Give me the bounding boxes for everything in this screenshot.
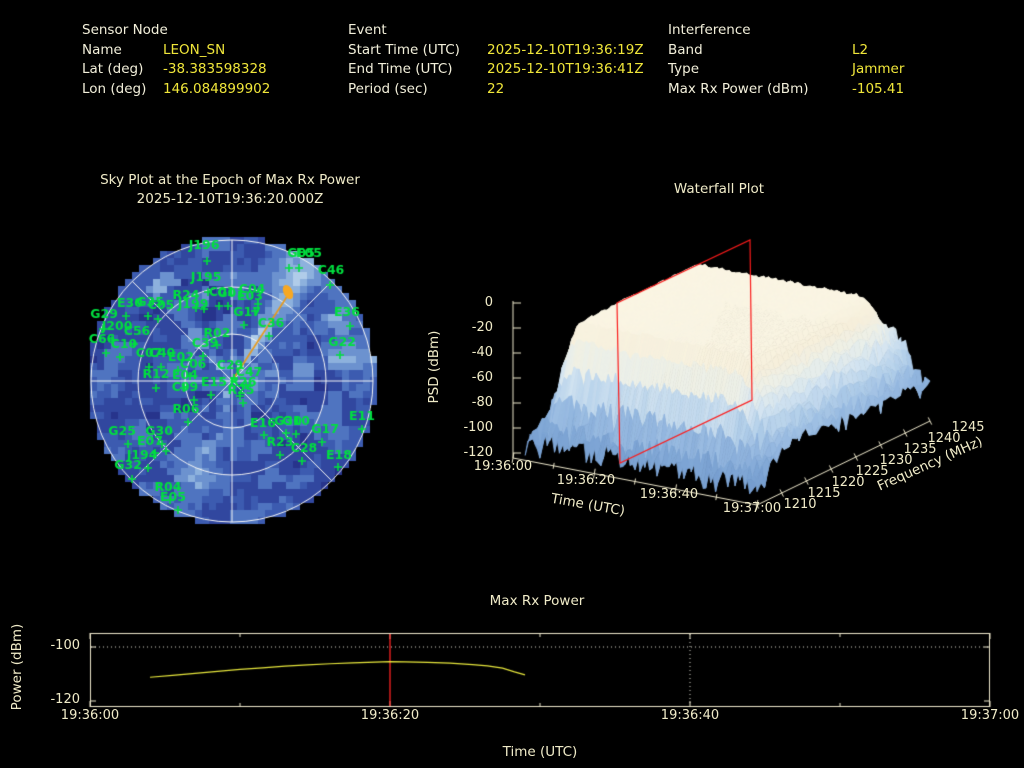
sky-plot-canvas: [55, 230, 395, 530]
event-end-label: End Time (UTC): [348, 61, 453, 77]
sensor-name-row: Name LEON_SN: [82, 41, 270, 61]
interference-block: Interference Band L2 Type Jammer Max Rx Po…: [668, 21, 904, 99]
interference-band-row: Band L2: [668, 41, 904, 61]
event-block: Event Start Time (UTC) 2025-12-10T19:36:1…: [348, 21, 644, 99]
sensor-node-block: Sensor Node Name LEON_SN Lat (deg) -38.383…: [82, 21, 270, 99]
event-title: Event: [348, 22, 387, 38]
interference-type-value: Jammer: [852, 61, 905, 77]
power-x-axis-label: Time (UTC): [502, 744, 578, 760]
sensor-lon-row: Lon (deg) 146.084899902: [82, 80, 270, 100]
sensor-lon-label: Lon (deg): [82, 80, 147, 97]
event-end-row: End Time (UTC) 2025-12-10T19:36:41Z: [348, 60, 644, 80]
sensor-lon-value: 146.084899902: [163, 80, 271, 97]
interference-power-row: Max Rx Power (dBm) -105.41: [668, 80, 904, 100]
sensor-name-label: Name: [82, 41, 122, 58]
event-start-row: Start Time (UTC) 2025-12-10T19:36:19Z: [348, 41, 644, 61]
event-period-label: Period (sec): [348, 80, 428, 97]
event-start-value: 2025-12-10T19:36:19Z: [487, 41, 644, 58]
skyplot-subtitle: 2025-12-10T19:36:20.000Z: [136, 191, 324, 207]
interference-type-label: Type: [668, 61, 700, 77]
skyplot-title: Sky Plot at the Epoch of Max Rx Power: [100, 172, 360, 188]
interference-power-value: -105.41: [852, 80, 905, 97]
power-plot-canvas: [0, 585, 1024, 725]
waterfall-plot-canvas: [430, 228, 1024, 530]
sensor-lat-label: Lat (deg): [82, 61, 144, 77]
event-period-row: Period (sec) 22: [348, 80, 644, 100]
interference-type-row: Type Jammer: [668, 60, 904, 80]
waterfall-title: Waterfall Plot: [673, 181, 765, 197]
event-end-value: 2025-12-10T19:36:41Z: [487, 61, 644, 77]
event-period-value: 22: [487, 80, 505, 97]
interference-band-label: Band: [668, 41, 703, 58]
interference-band-value: L2: [852, 41, 869, 58]
sensor-lat-row: Lat (deg) -38.383598328: [82, 60, 270, 80]
sensor-lat-value: -38.383598328: [163, 61, 267, 77]
interference-power-label: Max Rx Power (dBm): [668, 80, 809, 97]
interference-title: Interference: [668, 22, 751, 38]
sensor-name-value: LEON_SN: [163, 41, 226, 58]
sensor-node-title: Sensor Node: [82, 22, 168, 38]
event-start-label: Start Time (UTC): [348, 41, 460, 58]
